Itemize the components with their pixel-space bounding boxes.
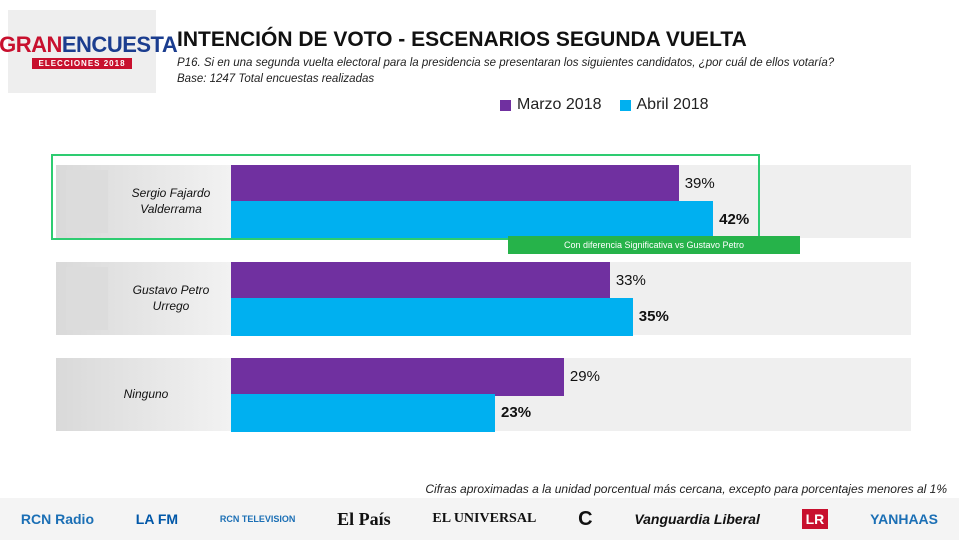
- category-label-line: Urrego: [152, 299, 190, 313]
- footer-logo-el-colombiano: C: [578, 507, 593, 530]
- category-label-cell: [56, 358, 231, 431]
- data-label: 39%: [684, 175, 715, 192]
- footer-logo-rcn-radio: RCN Radio: [20, 511, 95, 527]
- category-label: Sergio Fajardo Valderrama: [112, 185, 230, 217]
- legend-swatch-marzo: [500, 99, 511, 111]
- bar-abril: [231, 298, 633, 336]
- page-title: INTENCIÓN DE VOTO - ESCENARIOS SEGUNDA V…: [177, 28, 747, 51]
- category-label-line: Valderrama: [140, 202, 202, 216]
- footer-logo-lr: LR: [801, 509, 829, 529]
- candidate-photo: [66, 170, 108, 233]
- logo-wordmark: LAGRANENCUESTA: [0, 32, 178, 57]
- footer-logo-lafm: LA FM: [135, 511, 179, 527]
- footer-logo-vanguardia: Vanguardia Liberal: [634, 511, 760, 527]
- category-label-line: Ninguno: [123, 387, 169, 401]
- gran-encuesta-logo: LAGRANENCUESTA ELECCIONES 2018: [0, 10, 178, 93]
- category-label-line: Gustavo Petro: [132, 283, 210, 297]
- footer-logo-rcn-tv: RCN TELEVISION: [219, 514, 296, 524]
- significance-badge: Con diferencia Significativa vs Gustavo …: [508, 236, 800, 254]
- bar-marzo: [231, 165, 679, 203]
- category-label: Gustavo Petro Urrego: [112, 282, 230, 314]
- footer-logo-el-pais: El País: [337, 508, 391, 529]
- data-label: 23%: [501, 404, 532, 421]
- data-label: 33%: [615, 272, 646, 289]
- candidate-photo: [66, 267, 108, 330]
- logo-subtitle: ELECCIONES 2018: [32, 58, 132, 69]
- data-label: 29%: [569, 368, 600, 385]
- bar-marzo: [231, 262, 610, 300]
- bar-abril: [231, 394, 496, 432]
- legend-item-abril: Abril 2018: [619, 96, 709, 114]
- category-label-line: Sergio Fajardo: [131, 186, 211, 200]
- data-label: 35%: [638, 308, 669, 325]
- bar-abril: [231, 201, 714, 239]
- bar-marzo: [231, 358, 564, 396]
- question-text: P16. Si en una segunda vuelta electoral …: [177, 57, 835, 69]
- chart-legend: Marzo 2018 Abril 2018: [500, 96, 709, 114]
- footer-logo-el-universal: EL UNIVERSAL: [432, 511, 537, 526]
- legend-swatch-abril: [619, 99, 631, 111]
- legend-item-marzo: Marzo 2018: [500, 96, 602, 114]
- footer-logos: RCN Radio LA FM RCN TELEVISION El País E…: [0, 498, 959, 540]
- highlight-frame: [51, 154, 760, 240]
- base-text: Base: 1247 Total encuestas realizadas: [177, 73, 375, 85]
- data-label: 42%: [719, 211, 750, 228]
- footer-logo-yanhaas: YANHAAS: [870, 511, 939, 527]
- footnote: Cifras aproximadas a la unidad porcentua…: [425, 482, 947, 496]
- category-label: Ninguno: [62, 386, 230, 402]
